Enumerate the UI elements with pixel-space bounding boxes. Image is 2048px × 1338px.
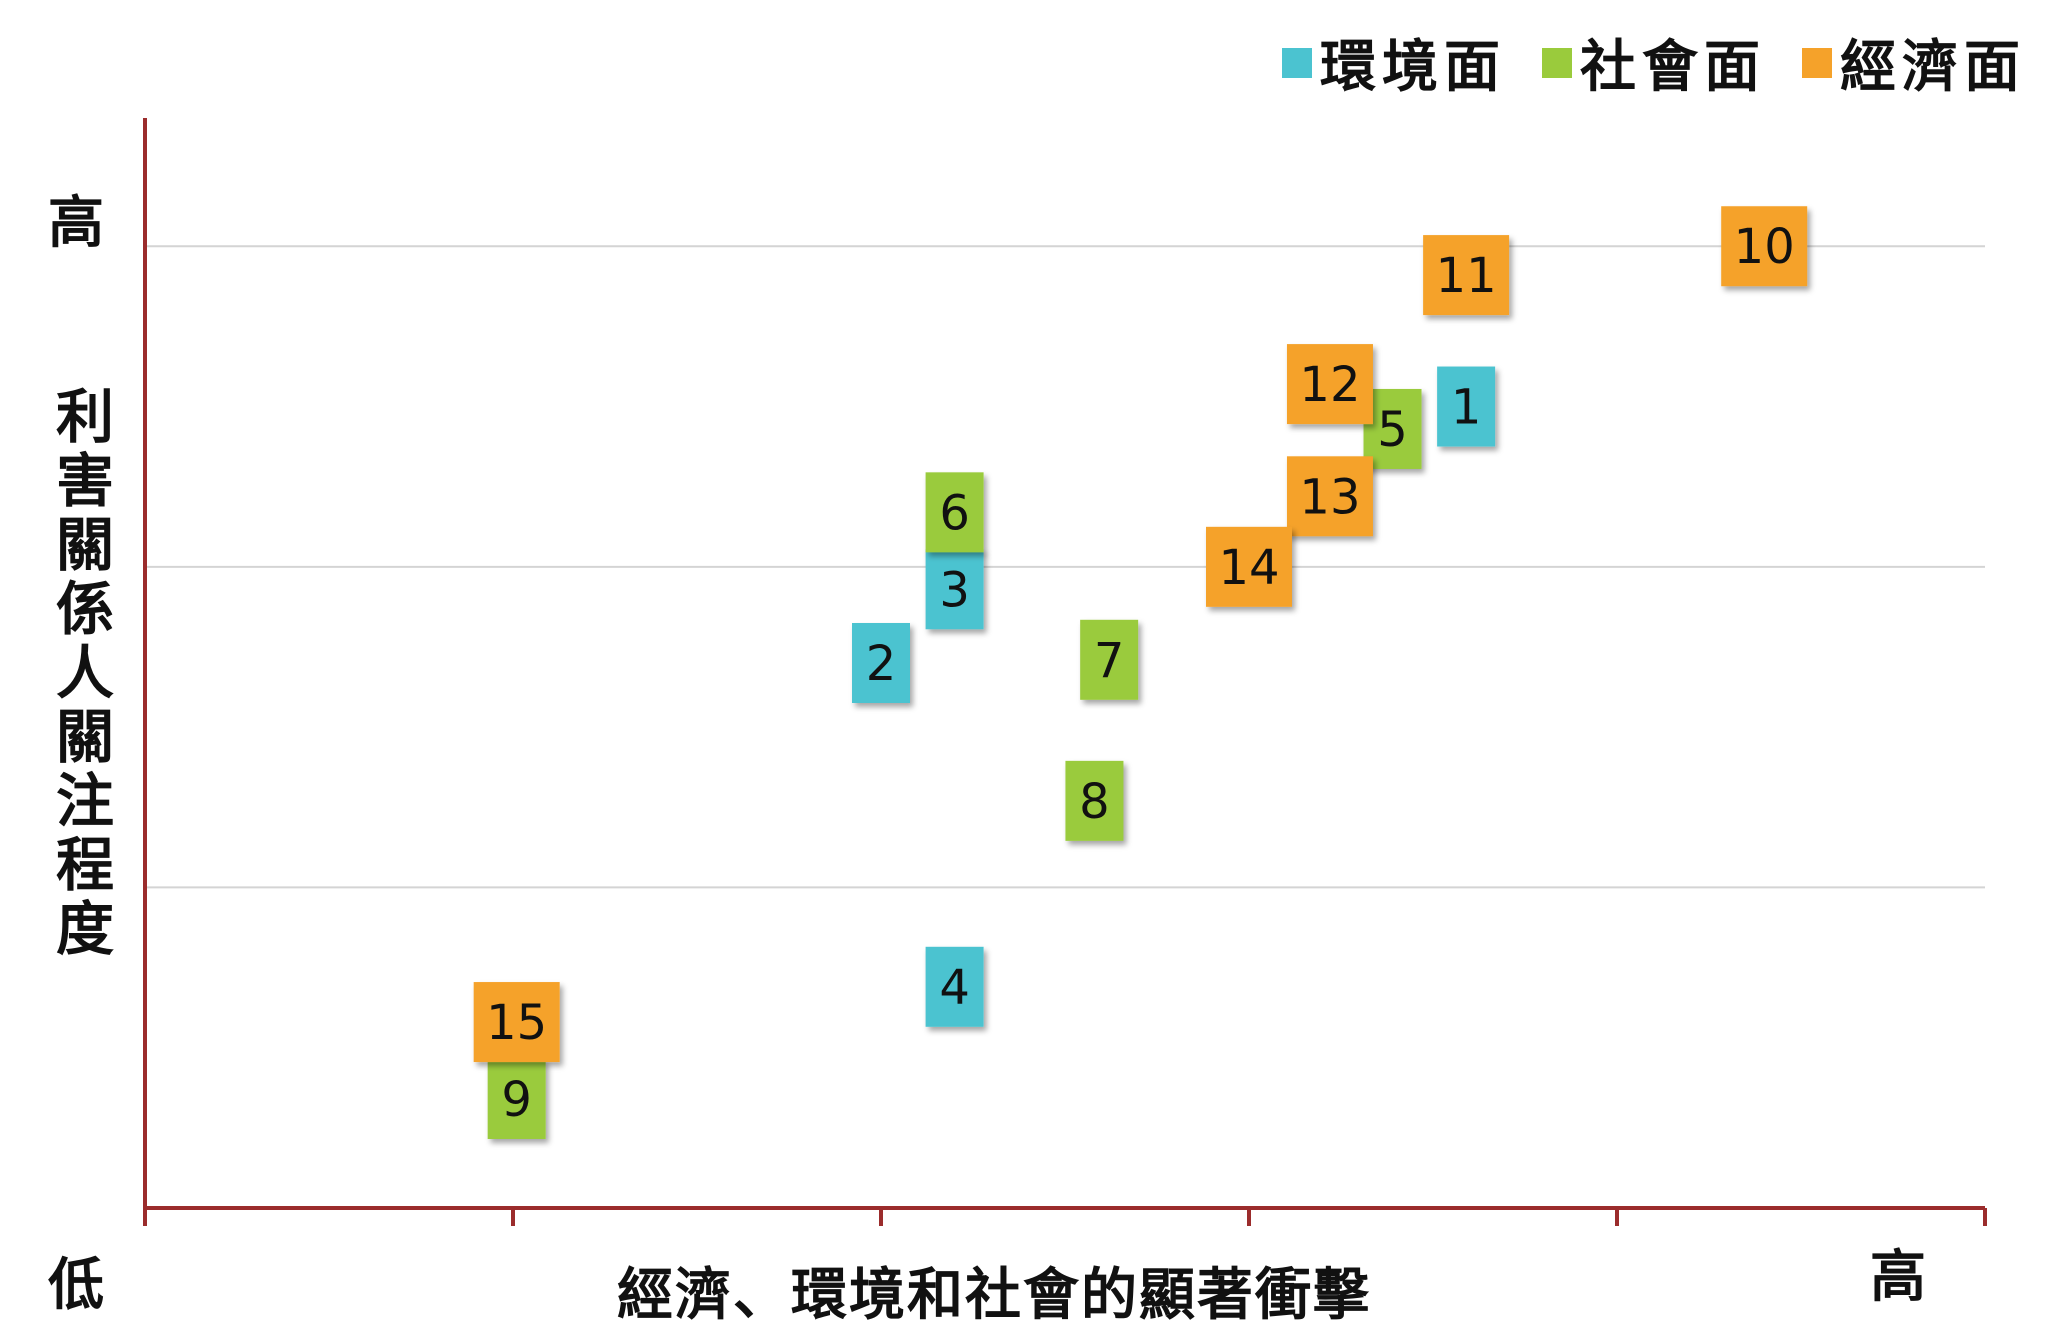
x-axis-high-label: 高 <box>1870 1245 1926 1310</box>
marker-box <box>1437 366 1496 447</box>
y-axis-title-char: 程 <box>55 831 114 899</box>
legend-item-environment: 環境面 <box>1282 22 1506 103</box>
marker-box <box>925 946 984 1027</box>
marker-box <box>1286 456 1373 537</box>
y-axis-title-char: 係 <box>55 575 114 643</box>
marker-label: 10 <box>1734 219 1795 275</box>
marker-box <box>1206 526 1292 607</box>
marker-box <box>487 1059 546 1139</box>
marker-label: 15 <box>486 995 547 1051</box>
y-axis-title-char: 關 <box>55 703 114 771</box>
marker-point: 3 <box>925 549 984 630</box>
y-axis-title-char: 人 <box>55 639 114 707</box>
axes <box>143 118 1987 1226</box>
marker-point: 6 <box>925 472 984 553</box>
marker-box <box>852 623 910 703</box>
marker-point: 5 <box>1363 388 1422 469</box>
legend-label-environment: 環境面 <box>1320 35 1506 100</box>
y-axis-title-char: 害 <box>55 447 114 515</box>
legend: 環境面 社會面 經濟面 <box>1282 22 2026 103</box>
marker-label: 2 <box>866 636 897 692</box>
marker-point: 8 <box>1065 760 1124 841</box>
marker-label: 6 <box>939 485 970 541</box>
marker-box <box>1721 206 1808 287</box>
marker-point: 11 <box>1423 235 1510 316</box>
marker-box <box>1423 235 1510 316</box>
marker-box <box>1286 344 1373 425</box>
legend-label-economic: 經濟面 <box>1840 35 2026 100</box>
marker-point: 4 <box>925 946 984 1027</box>
y-axis-title-char: 度 <box>55 895 114 963</box>
marker-label: 4 <box>939 960 970 1016</box>
marker-label: 3 <box>939 562 970 618</box>
marker-point: 2 <box>852 623 910 703</box>
legend-label-social: 社會面 <box>1580 35 1766 100</box>
marker-label: 9 <box>501 1072 532 1128</box>
marker-point: 1 <box>1437 366 1496 447</box>
marker-box <box>473 982 560 1063</box>
legend-item-social: 社會面 <box>1542 22 1766 103</box>
marker-point: 9 <box>487 1059 546 1139</box>
marker-point: 10 <box>1721 206 1808 287</box>
x-axis-title: 經濟、環境和社會的顯著衝擊 <box>617 1263 1371 1328</box>
marker-box <box>1363 388 1422 469</box>
legend-item-economic: 經濟面 <box>1802 22 2026 103</box>
marker-point: 7 <box>1080 619 1139 700</box>
marker-point: 15 <box>473 982 560 1063</box>
legend-swatch-environment <box>1282 47 1312 78</box>
y-axis-title-char: 注 <box>55 767 114 835</box>
marker-box <box>1065 760 1124 841</box>
grid-lines <box>145 245 1985 889</box>
legend-swatch-social <box>1542 47 1572 78</box>
y-axis-high-label: 高 <box>48 191 104 256</box>
marker-label: 13 <box>1299 469 1360 525</box>
y-axis-title: 利害關係人關注程度 <box>50 385 120 961</box>
y-axis-title-char: 關 <box>55 511 114 579</box>
marker-box <box>925 472 984 553</box>
marker-point: 13 <box>1286 456 1373 537</box>
x-axis-low-label: 低 <box>48 1253 104 1318</box>
marker-box <box>1080 619 1139 700</box>
marker-label: 7 <box>1094 633 1125 689</box>
marker-label: 12 <box>1299 357 1360 413</box>
marker-label: 1 <box>1451 380 1482 436</box>
marker-box <box>925 549 984 630</box>
marker-label: 5 <box>1377 402 1408 458</box>
marker-label: 14 <box>1218 540 1279 596</box>
marker-point: 14 <box>1206 526 1292 607</box>
marker-label: 8 <box>1079 774 1110 830</box>
marker-point: 12 <box>1286 344 1373 425</box>
marker-label: 11 <box>1436 248 1497 304</box>
y-axis-title-char: 利 <box>55 383 114 451</box>
legend-swatch-economic <box>1802 47 1832 78</box>
